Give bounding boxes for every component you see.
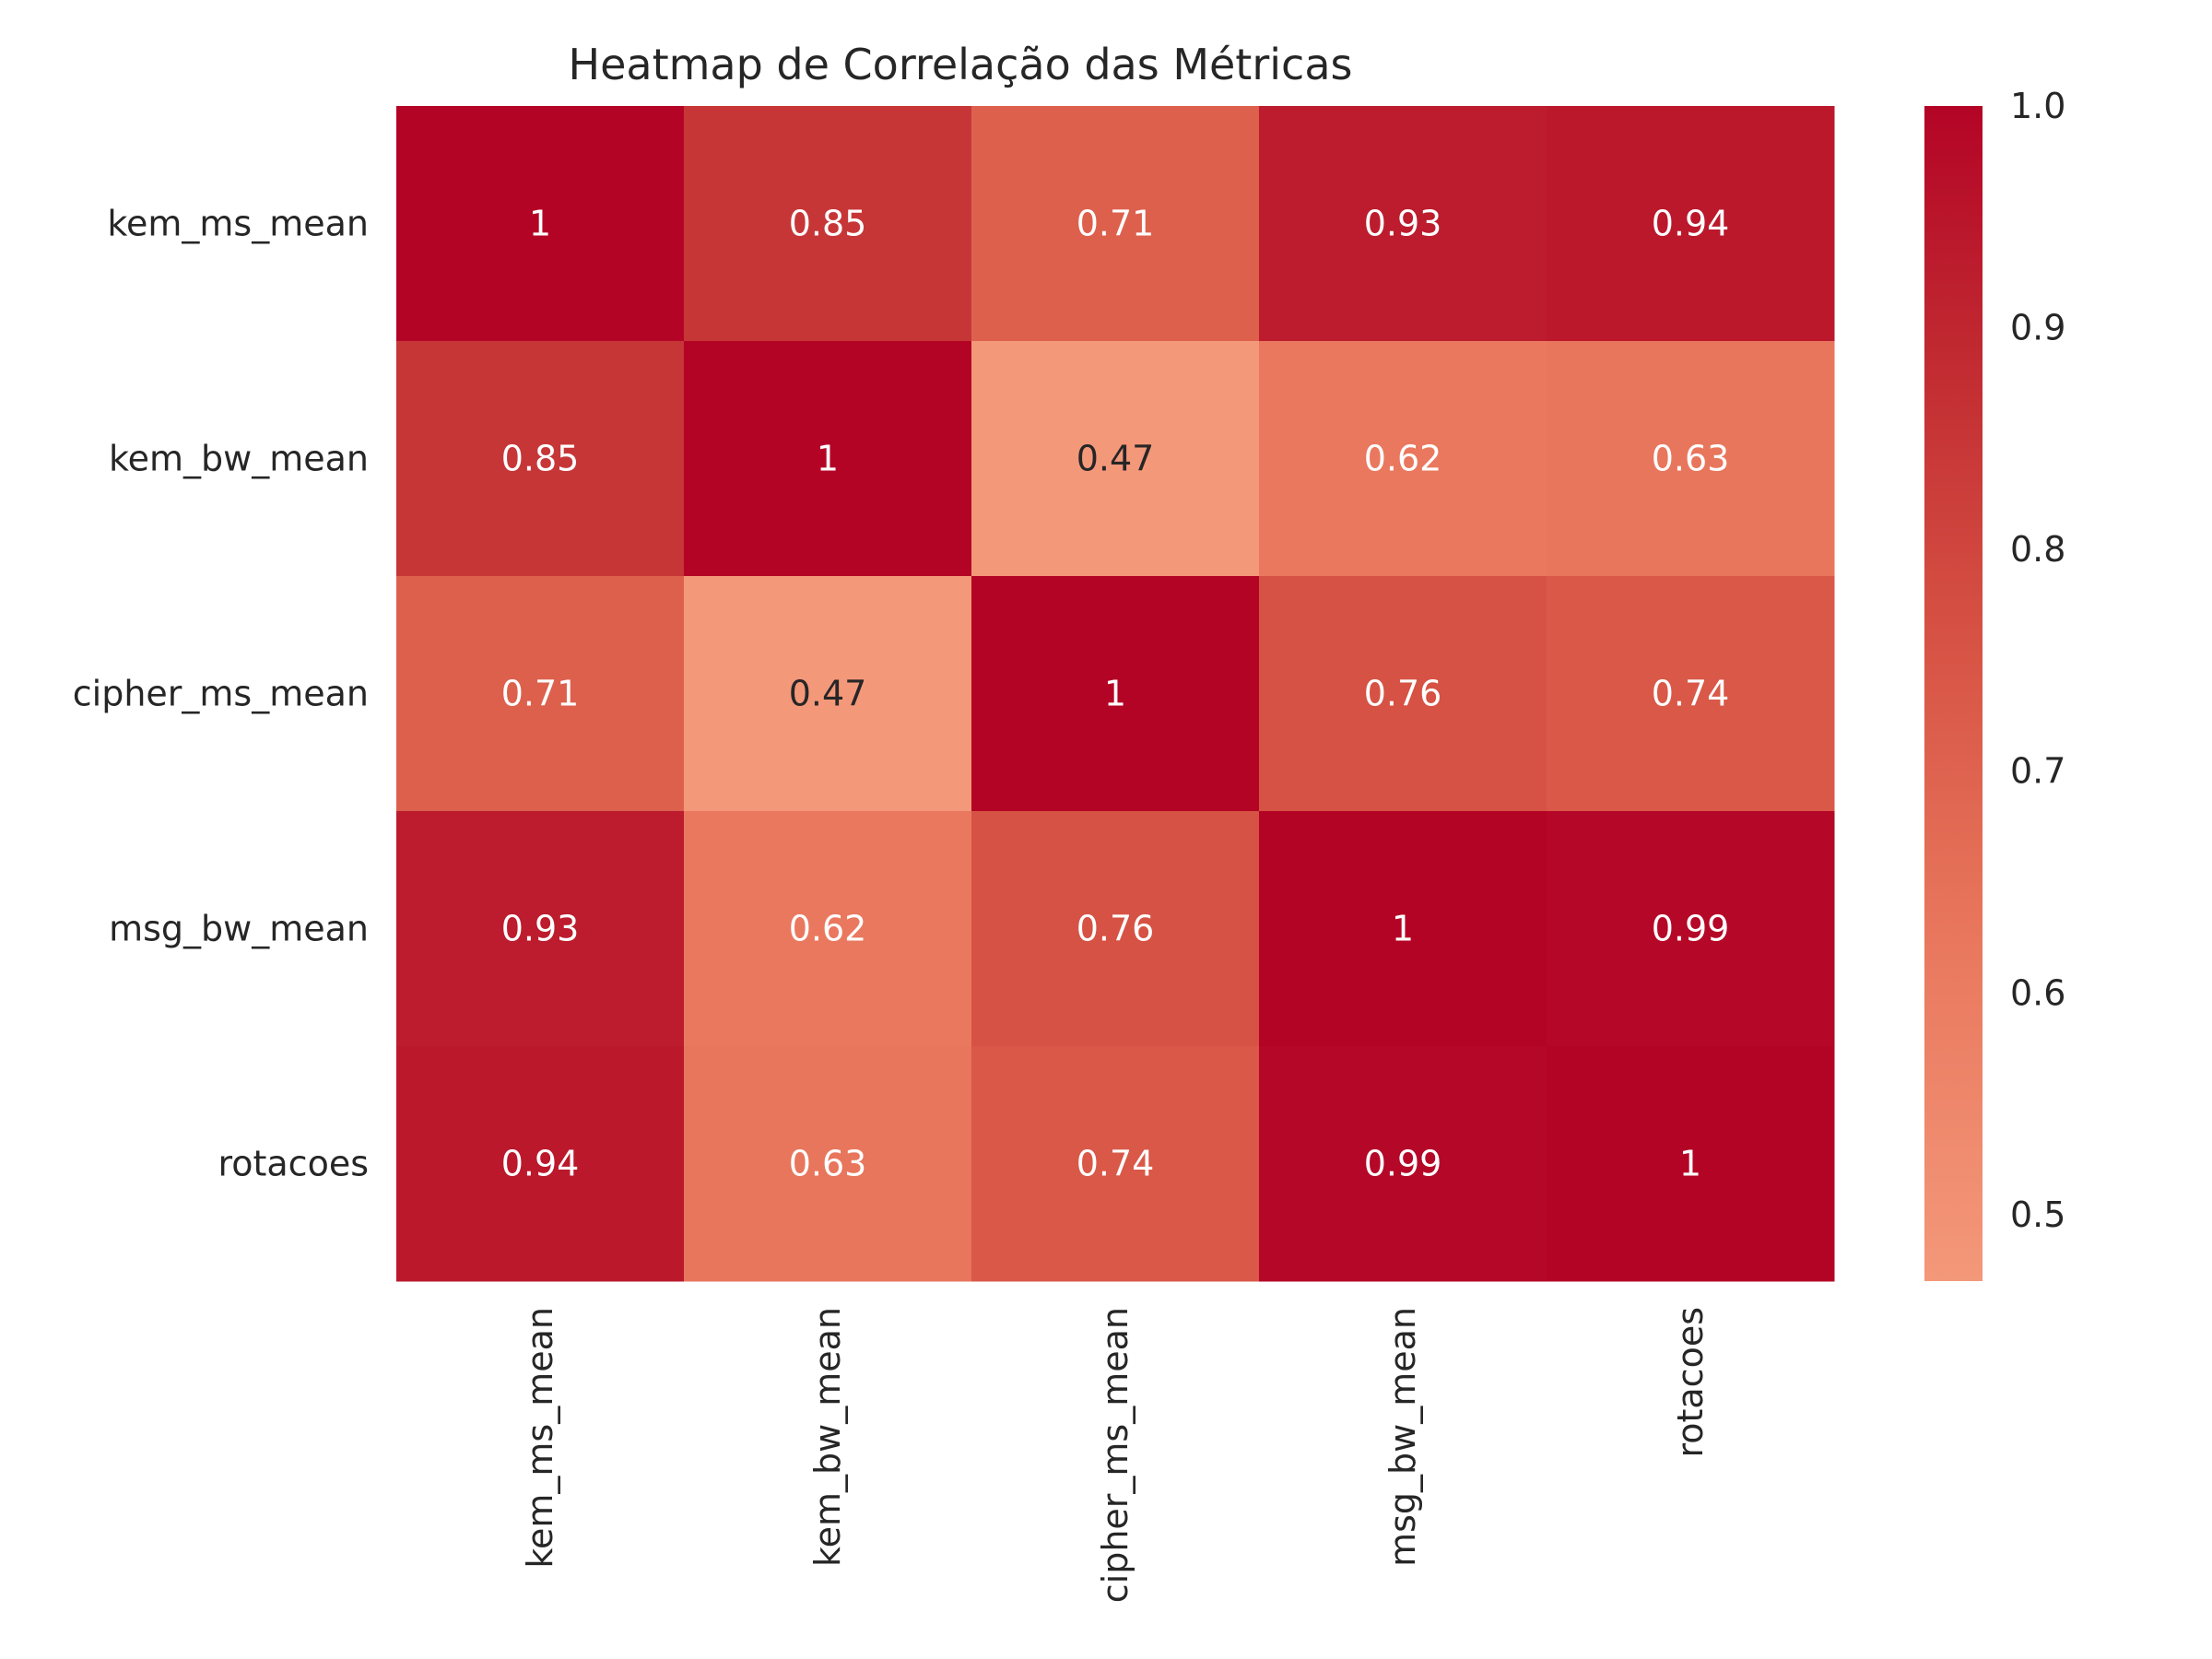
- x-axis-tick-labels: kem_ms_mean kem_bw_mean cipher_ms_mean msg_…: [520, 1307, 1711, 1603]
- heatmap-cell: [971, 1046, 1260, 1282]
- colorbar: 0.5 0.6 0.7 0.8 0.9 1.0: [1924, 86, 2065, 1281]
- heatmap-cell: [1547, 106, 1835, 342]
- cell-value-label: 0.76: [1364, 674, 1442, 714]
- heatmap-cell: [1547, 1046, 1835, 1282]
- heatmap-cell: [1547, 576, 1835, 812]
- x-tick-label: cipher_ms_mean: [1095, 1307, 1135, 1603]
- heatmap-cell-labels: 1 0.85 0.71 0.93 0.94 0.85 1 0.47 0.62 0.63 0.71 0.…: [501, 204, 1730, 1184]
- heatmap-cell: [684, 106, 972, 342]
- cell-value-label: 1: [1104, 674, 1126, 714]
- colorbar-tick-label: 1.0: [2010, 86, 2065, 126]
- cell-value-label: 0.94: [1652, 204, 1730, 244]
- cell-value-label: 1: [817, 439, 839, 479]
- heatmap-cell: [1259, 106, 1547, 342]
- colorbar-tick-label: 0.6: [2010, 972, 2065, 1013]
- heatmap-cells: [396, 106, 1835, 1282]
- x-tick-label: msg_bw_mean: [1382, 1307, 1423, 1567]
- cell-value-label: 0.99: [1652, 909, 1730, 949]
- heatmap-cell: [1547, 811, 1835, 1047]
- heatmap-cell: [971, 811, 1260, 1047]
- heatmap-cell: [396, 1046, 685, 1282]
- cell-value-label: 0.85: [501, 439, 580, 479]
- heatmap-cell: [1259, 576, 1547, 812]
- heatmap-cell: [396, 106, 685, 342]
- cell-value-label: 0.62: [789, 909, 867, 949]
- heatmap-cell: [971, 576, 1260, 812]
- cell-value-label: 0.71: [1077, 204, 1155, 244]
- cell-value-label: 0.93: [501, 909, 580, 949]
- heatmap-cell: [1547, 341, 1835, 577]
- heatmap-cell: [1259, 1046, 1547, 1282]
- y-tick-label: kem_bw_mean: [109, 439, 369, 479]
- cell-value-label: 1: [1392, 909, 1414, 949]
- colorbar-tick-label: 0.8: [2010, 529, 2065, 570]
- cell-value-label: 0.63: [789, 1144, 867, 1184]
- y-axis-tick-labels: kem_ms_mean kem_bw_mean cipher_ms_mean msg_…: [73, 204, 369, 1184]
- cell-value-label: 0.99: [1364, 1144, 1442, 1184]
- cell-value-label: 0.85: [789, 204, 867, 244]
- heatmap-cell: [971, 341, 1260, 577]
- x-tick-label: kem_bw_mean: [807, 1307, 848, 1567]
- heatmap-cell: [971, 106, 1260, 342]
- colorbar-gradient: [1924, 106, 1983, 1281]
- cell-value-label: 1: [1679, 1144, 1701, 1184]
- cell-value-label: 0.62: [1364, 439, 1442, 479]
- heatmap-cell: [1259, 341, 1547, 577]
- colorbar-tick-label: 0.9: [2010, 308, 2065, 348]
- heatmap-cell: [396, 576, 685, 812]
- cell-value-label: 0.47: [1077, 439, 1155, 479]
- cell-value-label: 1: [529, 204, 551, 244]
- cell-value-label: 0.93: [1364, 204, 1442, 244]
- colorbar-tick-label: 0.7: [2010, 751, 2065, 792]
- heatmap-cell: [684, 811, 972, 1047]
- x-tick-label: kem_ms_mean: [520, 1307, 560, 1569]
- y-tick-label: kem_ms_mean: [107, 204, 369, 244]
- heatmap-cell: [684, 1046, 972, 1282]
- heatmap-cell: [396, 811, 685, 1047]
- cell-value-label: 0.63: [1652, 439, 1730, 479]
- chart-title: Heatmap de Correlação das Métricas: [569, 40, 1353, 89]
- y-tick-label: msg_bw_mean: [109, 909, 369, 949]
- cell-value-label: 0.74: [1077, 1144, 1155, 1184]
- colorbar-tick-label: 0.5: [2010, 1194, 2065, 1235]
- x-tick-label: rotacoes: [1670, 1307, 1711, 1458]
- heatmap-cell: [684, 341, 972, 577]
- cell-value-label: 0.74: [1652, 674, 1730, 714]
- y-tick-label: rotacoes: [218, 1144, 369, 1184]
- cell-value-label: 0.47: [789, 674, 867, 714]
- cell-value-label: 0.76: [1077, 909, 1155, 949]
- y-tick-label: cipher_ms_mean: [73, 674, 369, 714]
- heatmap-cell: [1259, 811, 1547, 1047]
- cell-value-label: 0.94: [501, 1144, 580, 1184]
- heatmap-cell: [684, 576, 972, 812]
- cell-value-label: 0.71: [501, 674, 580, 714]
- heatmap-cell: [396, 341, 685, 577]
